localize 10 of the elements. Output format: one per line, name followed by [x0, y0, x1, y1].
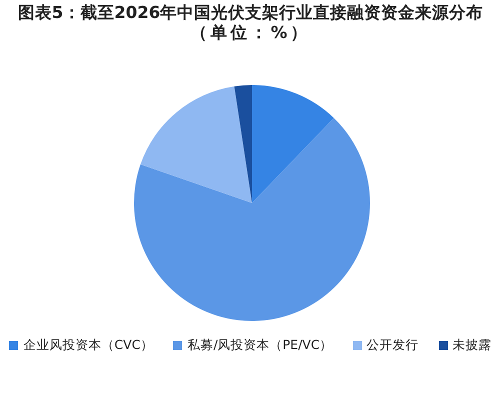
pie-slice [234, 85, 252, 203]
legend-label: 未披露 [452, 337, 492, 354]
pie-slice [134, 118, 370, 321]
chart-subtitle: （单位：%） [190, 23, 312, 43]
pie-slice [140, 86, 252, 203]
chart-title: 图表5：截至2026年中国光伏支架行业直接融资资金来源分布 [16, 3, 484, 23]
legend-label: 企业风投资本（CVC） [23, 337, 154, 354]
legend-label: 公开发行 [366, 337, 419, 354]
pie-slice [252, 85, 334, 203]
legend-label: 私募/风投资本（PE/VC） [187, 337, 333, 354]
